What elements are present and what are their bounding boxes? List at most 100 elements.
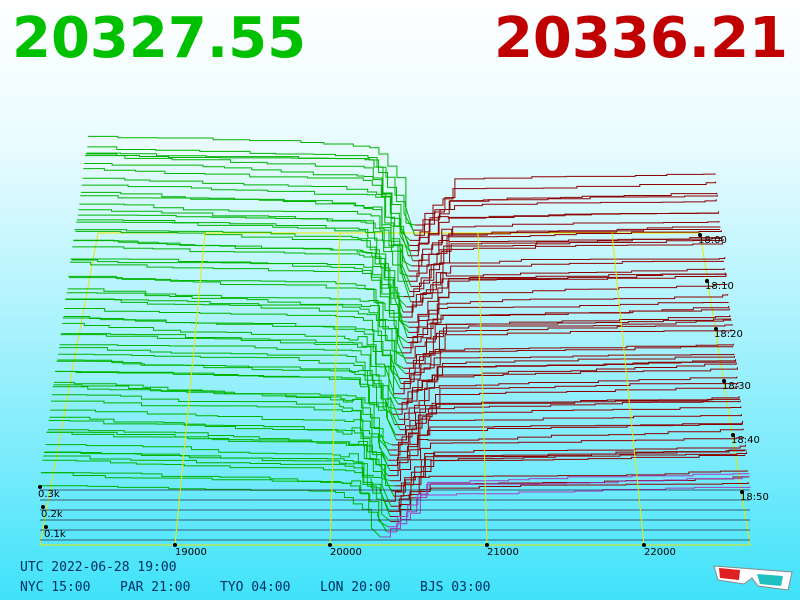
tick-dot (642, 543, 646, 547)
time-tick-label: 18:30 (722, 381, 751, 392)
ask-depth-line (403, 238, 724, 298)
bid-depth-line (76, 219, 404, 298)
ask-depth-line (408, 273, 727, 328)
ask-depth-line (380, 486, 751, 538)
bid-depth-line (42, 459, 392, 523)
time-tick-label: 18:20 (714, 329, 743, 340)
tick-dot (705, 279, 709, 283)
ask-depth-line (392, 362, 737, 415)
ask-depth-line (395, 386, 740, 436)
bid-depth-line (69, 261, 408, 344)
ask-depth-line (407, 294, 729, 339)
ask-depth-line (390, 482, 749, 523)
ask-depth-line (393, 444, 746, 497)
bid-depth-line (51, 394, 389, 461)
ask-depth-line (387, 473, 750, 528)
bid-depth-line (61, 333, 403, 400)
ask-price: 20336.21 (493, 6, 788, 71)
zone-time: TYO 04:00 (220, 580, 291, 595)
ask-depth-line (387, 422, 743, 466)
price-grid-line (611, 232, 645, 546)
bid-depth-line (60, 334, 399, 405)
bid-depth-line (62, 317, 401, 389)
ask-depth-line (391, 454, 746, 492)
bid-depth-line (81, 184, 412, 267)
floor-outline (39, 232, 751, 546)
bid-depth-line (65, 299, 404, 369)
ask-depth-line (385, 449, 747, 502)
bid-depth-line (76, 221, 412, 302)
ask-depth-line (392, 398, 741, 446)
bid-depth-line (49, 416, 389, 476)
bid-depth-line (64, 308, 400, 379)
bid-depth-line (73, 239, 408, 323)
bid-price: 20327.55 (12, 6, 307, 71)
price-grid-line (477, 232, 488, 546)
ask-depth-line (409, 242, 723, 292)
bid-depth-line (48, 419, 391, 482)
time-tick-label: 18:00 (698, 235, 727, 246)
bid-depth-line (85, 153, 411, 241)
depth-tick-label: 0.3k (38, 489, 60, 500)
ask-depth-line (397, 359, 737, 410)
ask-depth-line (388, 400, 741, 451)
ask-depth-line (413, 181, 717, 231)
bid-depth-line (41, 472, 389, 528)
ask-depth-line (405, 329, 733, 374)
bid-depth-line (57, 359, 396, 425)
ask-depth-line (400, 346, 734, 385)
bid-depth-line (69, 277, 404, 348)
ask-depth-line (409, 192, 718, 241)
bid-depth-line (40, 472, 388, 533)
tick-dot (485, 543, 489, 547)
bid-depth-line (52, 386, 391, 456)
zone-time: LON 20:00 (320, 580, 391, 595)
price-tick-label: 19000 (175, 547, 207, 558)
bid-depth-line (56, 360, 401, 430)
price-tick-label: 22000 (644, 547, 676, 558)
price-grid-line (329, 232, 341, 546)
zone-time: NYC 15:00 (20, 580, 91, 595)
bid-depth-line (46, 431, 395, 497)
ask-depth-line (410, 260, 725, 303)
time-tick-label: 18:10 (705, 281, 734, 292)
tick-dot (44, 525, 48, 529)
ask-depth-line (403, 305, 730, 349)
ask-depth-line (388, 428, 744, 477)
ask-depth-line (406, 230, 722, 282)
bid-depth-line (77, 214, 411, 292)
tick-dot (38, 485, 42, 489)
tick-dot (731, 433, 735, 437)
ask-depth-line (394, 353, 735, 395)
ask-depth-line (409, 237, 722, 277)
ask-depth-line (400, 308, 730, 354)
ask-depth-line (389, 470, 748, 512)
ask-depth-line (411, 236, 723, 287)
ask-depth-line (399, 324, 733, 379)
time-tick-label: 18:40 (731, 435, 760, 446)
bid-depth-line (54, 370, 397, 441)
bid-depth-line (71, 259, 410, 333)
ask-depth-line (408, 283, 728, 333)
ask-depth-line (402, 256, 726, 313)
ask-depth-line (407, 301, 729, 344)
bid-depth-line (50, 409, 391, 471)
bid-depth-line (87, 146, 414, 231)
ask-depth-line (394, 367, 738, 425)
zone-time: PAR 21:00 (120, 580, 191, 595)
ask-depth-line (414, 173, 716, 226)
tick-dot (722, 379, 726, 383)
tick-dot (173, 543, 177, 547)
price-tick-label: 20000 (330, 547, 362, 558)
utc-time: UTC 2022-06-28 19:00 (20, 560, 177, 575)
ask-depth-line (400, 343, 734, 390)
tick-dot (740, 490, 744, 494)
ask-depth-line (408, 211, 719, 257)
ask-depth-line (399, 381, 739, 431)
bid-depth-line (80, 195, 410, 277)
ask-depth-line (386, 476, 750, 533)
bid-depth-line (43, 455, 391, 517)
ask-depth-line (407, 274, 727, 323)
tick-dot (714, 327, 718, 331)
